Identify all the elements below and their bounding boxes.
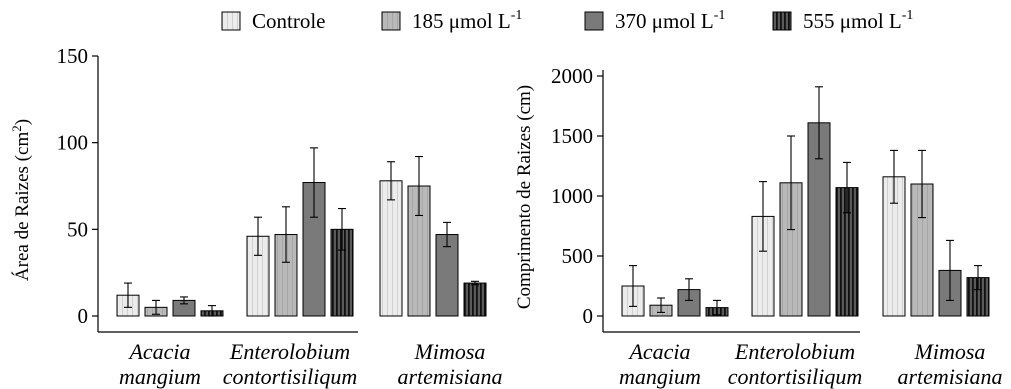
legend-entry: Controle xyxy=(221,9,326,33)
y-axis: 0 500 1000 1500 2000 Comprimento de Raizes (c… xyxy=(514,64,604,332)
y-tick-label: 1500 xyxy=(551,124,593,148)
error-bar xyxy=(713,299,721,316)
root-area-chart: 0 50 100 150 Área de Raizes (cm2) Acaciamang… xyxy=(9,44,503,389)
legend-label-sup: -1 xyxy=(902,8,914,23)
category-label: contortisiliqum xyxy=(223,364,357,389)
error-bar xyxy=(387,161,395,201)
root-length-chart: 0 500 1000 1500 2000 Comprimento de Raizes (c… xyxy=(514,64,1003,389)
legend: Controle 185 μmol L-1 370 μmol L-1 555 μmol… xyxy=(221,8,913,33)
error-bar xyxy=(471,280,479,286)
error-bar xyxy=(338,207,346,251)
y-axis-label-text: Área de Raizes (cm xyxy=(11,132,33,282)
category-label: Acacia xyxy=(627,339,690,364)
error-bar xyxy=(815,86,823,160)
error-bar xyxy=(946,239,954,301)
legend-swatch xyxy=(584,11,604,31)
legend-label: 370 μmol L-1 xyxy=(615,8,725,33)
legend-label-unit: μmol L xyxy=(840,9,902,33)
bar xyxy=(379,180,403,317)
y-tick-label: 0 xyxy=(583,304,594,328)
error-bar xyxy=(629,265,637,307)
category-label: Acacia xyxy=(127,339,190,364)
legend-label-text: 555 xyxy=(803,9,840,33)
legend-swatch xyxy=(772,11,792,31)
y-tick-label: 100 xyxy=(57,131,89,155)
bars xyxy=(621,86,990,317)
error-bar xyxy=(657,297,665,313)
category-label: artemisiana xyxy=(897,364,1002,389)
category-label: Mimosa xyxy=(414,339,486,364)
error-bar xyxy=(152,299,160,315)
legend-entry: 370 μmol L-1 xyxy=(584,8,725,33)
category-label: mangium xyxy=(619,364,701,389)
error-bar xyxy=(180,296,188,305)
error-bar xyxy=(282,206,290,263)
legend-swatch xyxy=(221,11,241,31)
legend-label: 185 μmol L-1 xyxy=(412,8,522,33)
category-label: artemisiana xyxy=(397,364,502,389)
legend-entry: 555 μmol L-1 xyxy=(772,8,913,33)
error-bar xyxy=(124,282,132,308)
legend-entry: 185 μmol L-1 xyxy=(381,8,522,33)
error-bar xyxy=(415,155,423,217)
legend-label: 555 μmol L-1 xyxy=(803,8,913,33)
legend-swatch xyxy=(381,11,401,31)
legend-label-text: Controle xyxy=(252,9,326,33)
legend-label-unit: μmol L xyxy=(449,9,511,33)
error-bar xyxy=(759,181,767,252)
legend-label: Controle xyxy=(252,9,326,33)
y-axis-label-sup: 2 xyxy=(9,125,24,132)
legend-label-text: 185 xyxy=(412,9,449,33)
error-bar xyxy=(310,147,318,218)
y-tick-label: 150 xyxy=(57,44,89,68)
bars xyxy=(116,147,487,317)
category-label: Enterolobium xyxy=(229,339,350,364)
legend-label-text: 370 xyxy=(615,9,652,33)
error-bar xyxy=(254,216,262,256)
error-bar xyxy=(787,135,795,231)
y-tick-label: 1000 xyxy=(551,184,593,208)
y-tick-label: 2000 xyxy=(551,64,593,88)
y-tick-label: 50 xyxy=(67,217,88,241)
y-axis-label: Área de Raizes (cm2) xyxy=(9,119,33,281)
error-bar xyxy=(685,278,693,301)
y-axis-label-end: ) xyxy=(12,119,33,125)
category-label: contortisiliqum xyxy=(728,364,862,389)
category-label: Enterolobium xyxy=(734,339,855,364)
y-axis-label: Comprimento de Raizes (cm) xyxy=(514,85,535,309)
category-label: Mimosa xyxy=(914,339,986,364)
y-tick-label: 0 xyxy=(78,304,89,328)
error-bar xyxy=(974,265,982,291)
legend-label-sup: -1 xyxy=(511,8,523,23)
bar xyxy=(463,282,487,317)
error-bar xyxy=(918,149,926,219)
y-axis-label-text: Comprimento de Raizes (cm) xyxy=(514,85,535,309)
y-tick-label: 500 xyxy=(562,244,594,268)
legend-label-unit: μmol L xyxy=(652,9,714,33)
error-bar xyxy=(443,221,451,248)
category-label: mangium xyxy=(119,364,201,389)
y-axis: 0 50 100 150 Área de Raizes (cm2) xyxy=(9,44,99,332)
legend-label-sup: -1 xyxy=(714,8,726,23)
error-bar xyxy=(890,149,898,204)
error-bar xyxy=(843,161,851,214)
error-bar xyxy=(208,305,216,317)
